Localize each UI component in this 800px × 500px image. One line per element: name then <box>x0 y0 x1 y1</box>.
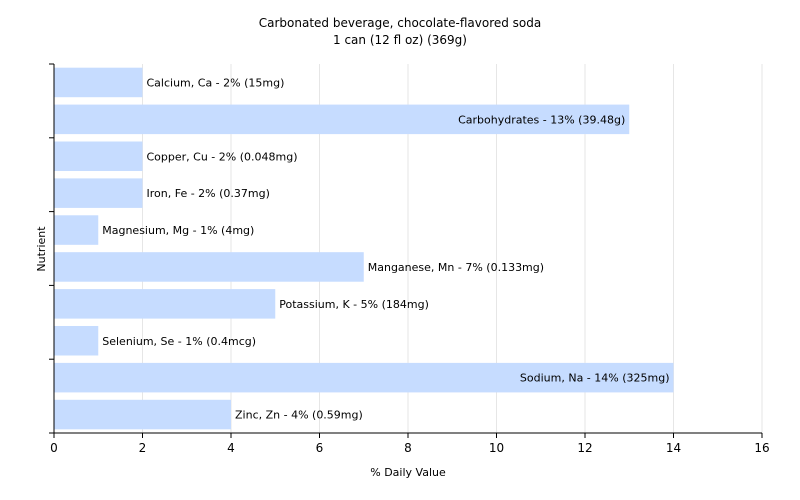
x-axis-label: % Daily Value <box>370 466 446 479</box>
bar <box>54 289 276 319</box>
y-axis-label: Nutrient <box>35 226 48 272</box>
bar <box>54 141 143 172</box>
bar-label: Selenium, Se - 1% (0.4mcg) <box>102 335 256 348</box>
bar-label: Carbohydrates - 13% (39.48g) <box>458 113 625 126</box>
bar-label: Magnesium, Mg - 1% (4mg) <box>102 224 254 237</box>
bar <box>54 215 99 245</box>
bar-label: Zinc, Zn - 4% (0.59mg) <box>235 409 363 422</box>
x-tick-label: 12 <box>577 441 592 455</box>
bars: Calcium, Ca - 2% (15mg) Carbohydrates - 1… <box>54 67 674 430</box>
x-tick-label: 16 <box>754 441 769 455</box>
x-ticks: 0 2 4 6 8 10 12 14 16 <box>50 433 770 455</box>
bar <box>54 252 364 282</box>
bar <box>54 399 231 430</box>
x-tick-label: 0 <box>50 441 58 455</box>
bar <box>54 178 143 208</box>
chart-subtitle: 1 can (12 fl oz) (369g) <box>333 33 467 47</box>
bar-label: Sodium, Na - 14% (325mg) <box>520 372 670 385</box>
bar-label: Iron, Fe - 2% (0.37mg) <box>147 187 270 200</box>
bar <box>54 104 630 135</box>
x-tick-label: 4 <box>227 441 235 455</box>
x-tick-label: 14 <box>666 441 681 455</box>
x-tick-label: 10 <box>489 441 504 455</box>
bar <box>54 362 674 393</box>
bar-label: Manganese, Mn - 7% (0.133mg) <box>368 261 544 274</box>
bar-label: Copper, Cu - 2% (0.048mg) <box>147 150 298 163</box>
bar <box>54 67 143 98</box>
y-ticks <box>49 63 54 434</box>
bar-label: Potassium, K - 5% (184mg) <box>279 298 429 311</box>
x-tick-label: 6 <box>316 441 324 455</box>
bar-label: Calcium, Ca - 2% (15mg) <box>147 76 285 89</box>
bar <box>54 325 99 356</box>
x-tick-label: 8 <box>404 441 412 455</box>
x-tick-label: 2 <box>139 441 147 455</box>
chart-title: Carbonated beverage, chocolate-flavored … <box>259 16 542 30</box>
